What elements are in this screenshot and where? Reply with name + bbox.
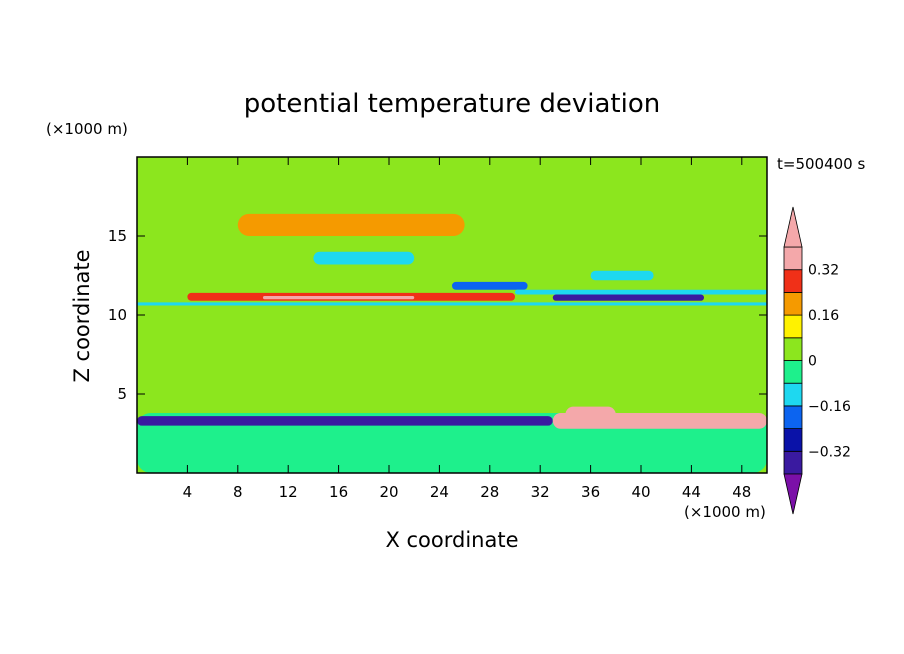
x-tick-label-4: 20	[379, 483, 398, 501]
contour-region-3	[237, 213, 465, 236]
contour-region-7	[137, 302, 767, 306]
x-tick-label-1: 8	[233, 483, 243, 501]
x-tick-label-0: 4	[183, 483, 193, 501]
x-tick-label-5: 24	[430, 483, 449, 501]
contour-region-5	[452, 281, 528, 290]
contour-region-10	[552, 294, 704, 301]
x-tick-label-2: 12	[279, 483, 298, 501]
y-axis: 5 10 15	[108, 227, 767, 403]
x-tick-label-11: 48	[732, 483, 751, 501]
contour-region-4	[313, 251, 415, 265]
x-tick-label-9: 40	[631, 483, 650, 501]
colorbar-tick-label-4: −0.32	[808, 444, 851, 460]
y-tick-label-0: 5	[117, 385, 127, 403]
contour-plot-area	[137, 157, 767, 473]
x-axis-label: X coordinate	[385, 528, 518, 552]
x-tick-label-6: 28	[480, 483, 499, 501]
colorbar-segment-6	[783, 314, 803, 339]
contour-region-11	[515, 289, 767, 295]
colorbar-segment-9	[783, 246, 803, 271]
colorbar-top-arrow	[783, 206, 803, 248]
contour-region-9	[263, 296, 415, 300]
colorbar-bottom-arrow	[783, 473, 803, 515]
colorbar-segment-4	[783, 360, 803, 384]
x-tick-label-3: 16	[329, 483, 348, 501]
contour-region-12	[137, 416, 553, 426]
colorbar-segment-0	[783, 450, 803, 475]
y-tick-label-2: 15	[108, 227, 127, 245]
y-axis-label: Z coordinate	[70, 249, 94, 382]
y-tick-label-1: 10	[108, 306, 127, 324]
colorbar: 0.32 0.16 0 −0.16 −0.32	[783, 206, 851, 515]
colorbar-segment-8	[783, 269, 803, 293]
x-tick-label-8: 36	[581, 483, 600, 501]
colorbar-tick-label-0: 0.32	[808, 263, 839, 279]
colorbar-segment-2	[783, 405, 803, 429]
colorbar-segment-7	[783, 291, 803, 316]
x-tick-label-10: 44	[682, 483, 701, 501]
colorbar-tick-label-1: 0.16	[808, 308, 839, 324]
contour-region-6	[590, 270, 654, 281]
contour-region-14	[565, 406, 616, 423]
time-label: t=500400 s	[777, 155, 865, 173]
x-tick-label-7: 32	[531, 483, 550, 501]
colorbar-segment-5	[783, 337, 803, 361]
chart-title: potential temperature deviation	[244, 89, 660, 119]
x-unit-label: (×1000 m)	[684, 503, 766, 521]
colorbar-segment-1	[783, 428, 803, 452]
colorbar-tick-label-3: −0.16	[808, 399, 851, 415]
colorbar-tick-label-2: 0	[808, 354, 817, 370]
x-axis: 4 8 12 16 20 24 28 32 36 40 44 48	[183, 157, 751, 501]
y-unit-label: (×1000 m)	[46, 120, 128, 138]
colorbar-segment-3	[783, 382, 803, 407]
